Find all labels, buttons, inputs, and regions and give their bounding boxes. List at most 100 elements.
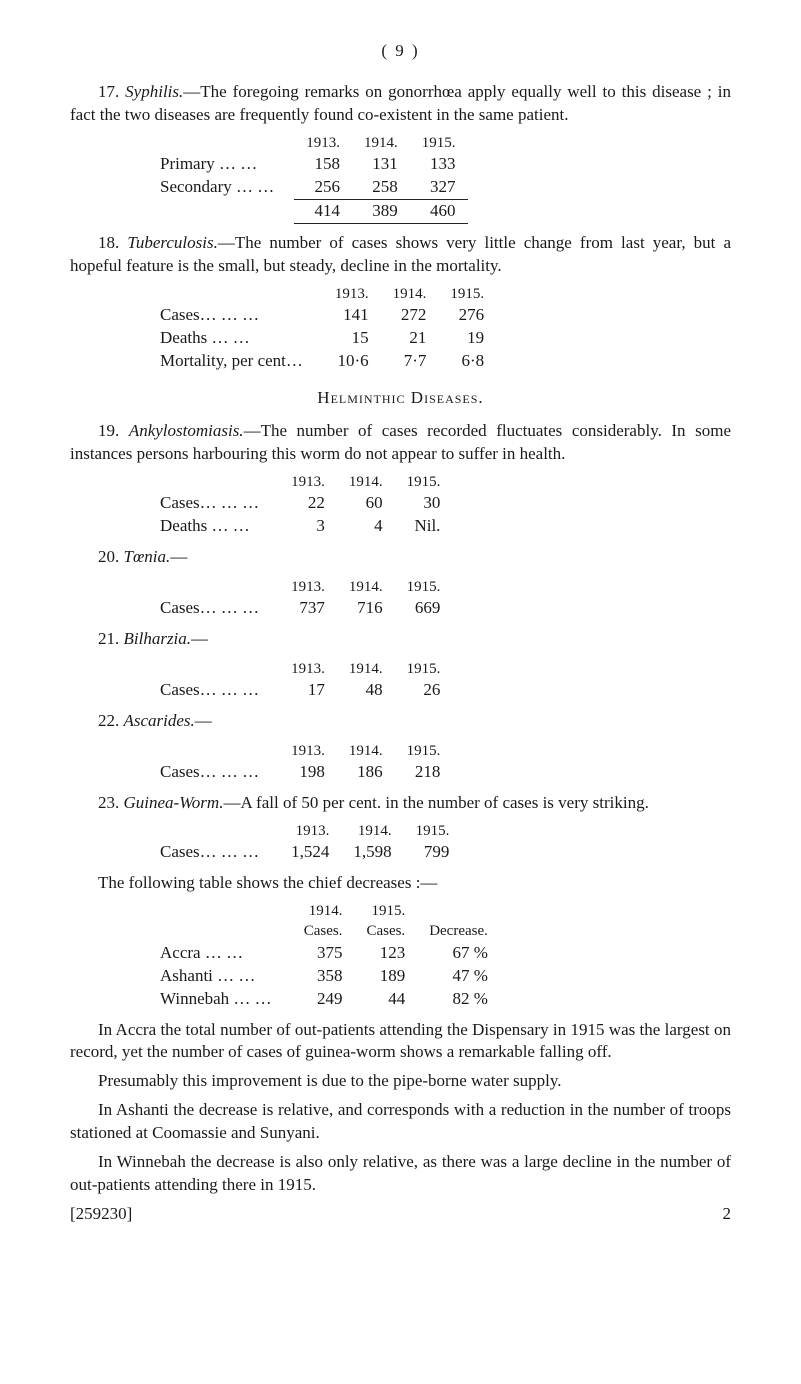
sec-title: Ascarides. (124, 711, 195, 730)
table-syphilis: 1913. 1914. 1915. Primary … … 158 131 13… (70, 133, 468, 224)
sec-title: Guinea-Worm. (124, 793, 224, 812)
cell: 21 (381, 327, 439, 350)
table-ankylostomiasis: 1913. 1914. 1915. Cases… … … 22 60 30 De… (70, 472, 452, 538)
cell: 737 (279, 597, 337, 620)
table-guinea-worm: 1913. 1914. 1915. Cases… … … 1,524 1,598… (70, 821, 461, 864)
year: 1915. (395, 741, 453, 761)
section-23: 23. Guinea-Worm.—A fall of 50 per cent. … (70, 792, 731, 815)
year: 1915. (404, 821, 462, 841)
row-label: Cases… … … (70, 841, 279, 864)
cell: 4 (337, 515, 395, 538)
year: 1913. (279, 741, 337, 761)
cell: 30 (395, 492, 453, 515)
section-21: 21. Bilharzia.— (70, 628, 731, 651)
cell: 17 (279, 679, 337, 702)
year: 1914. (337, 741, 395, 761)
sec-title: Ankylostomiasis. (129, 421, 244, 440)
col-sub: Decrease. (417, 921, 500, 941)
year: 1914. (341, 821, 403, 841)
table-bilharzia: 1913. 1914. 1915. Cases… … … 17 48 26 (70, 659, 452, 702)
para-ashanti: In Ashanti the decrease is relative, and… (70, 1099, 731, 1145)
section-17: 17. Syphilis.—The foregoing remarks on g… (70, 81, 731, 127)
section-22: 22. Ascarides.— (70, 710, 731, 733)
table-tuberculosis: 1913. 1914. 1915. Cases… … … 141 272 276… (70, 284, 496, 373)
total: 389 (352, 200, 410, 223)
sec-body: —A fall of 50 per cent. in the number of… (223, 793, 648, 812)
cell: 256 (294, 176, 352, 199)
total: 414 (294, 200, 352, 223)
cell: 716 (337, 597, 395, 620)
section-18: 18. Tuberculosis.—The number of cases sh… (70, 232, 731, 278)
cell: 10·6 (323, 350, 381, 373)
cell: 327 (410, 176, 468, 199)
cell: 48 (337, 679, 395, 702)
cell: 186 (337, 761, 395, 784)
folio-number: [259230] (70, 1203, 132, 1226)
cell: 47 % (417, 965, 500, 988)
cell: 26 (395, 679, 453, 702)
total: 460 (410, 200, 468, 223)
sec-num: 17. (98, 82, 125, 101)
signature-mark: 2 (723, 1203, 732, 1226)
row-label: Cases… … … (70, 492, 279, 515)
decrease-intro: The following table shows the chief decr… (70, 872, 731, 895)
row-label: Deaths … … (70, 515, 279, 538)
sec-num: 19. (98, 421, 129, 440)
cell: 22 (279, 492, 337, 515)
row-label: Cases… … … (70, 304, 323, 327)
cell: 60 (337, 492, 395, 515)
cell: Nil. (395, 515, 453, 538)
sec-title: Bilharzia. (124, 629, 192, 648)
cell: 218 (395, 761, 453, 784)
cell: 158 (294, 153, 352, 176)
year: 1915. (395, 472, 453, 492)
row-label: Secondary … … (70, 176, 294, 199)
cell: 6·8 (438, 350, 496, 373)
helminthic-heading: Helminthic Diseases. (70, 387, 731, 410)
sec-title: Tuberculosis. (127, 233, 218, 252)
cell: 799 (404, 841, 462, 864)
col-sub: Cases. (292, 921, 355, 941)
sec-num: 21. (98, 629, 124, 648)
cell: 44 (354, 988, 417, 1011)
table-ascarides: 1913. 1914. 1915. Cases… … … 198 186 218 (70, 741, 452, 784)
cell: 133 (410, 153, 468, 176)
sec-title: Tœnia. (124, 547, 171, 566)
cell: 67 % (417, 942, 500, 965)
year: 1913. (279, 577, 337, 597)
col-sub: Cases. (354, 921, 417, 941)
sec-num: 22. (98, 711, 124, 730)
year: 1913. (323, 284, 381, 304)
cell: 131 (352, 153, 410, 176)
sec-num: 18. (98, 233, 127, 252)
row-label: Deaths … … (70, 327, 323, 350)
year: 1915. (438, 284, 496, 304)
cell: 258 (352, 176, 410, 199)
cell: 669 (395, 597, 453, 620)
year: 1913. (279, 659, 337, 679)
row-label: Primary … … (70, 153, 294, 176)
cell: 276 (438, 304, 496, 327)
sec-suffix: — (195, 711, 212, 730)
col-year: 1915. (354, 901, 417, 921)
cell: 375 (292, 942, 355, 965)
section-19: 19. Ankylostomiasis.—The number of cases… (70, 420, 731, 466)
para-winnebah: In Winnebah the decrease is also only re… (70, 1151, 731, 1197)
cell: 3 (279, 515, 337, 538)
cell: 19 (438, 327, 496, 350)
sec-suffix: — (170, 547, 187, 566)
cell: 123 (354, 942, 417, 965)
cell: 82 % (417, 988, 500, 1011)
year: 1913. (279, 472, 337, 492)
sec-num: 20. (98, 547, 124, 566)
sec-suffix: — (191, 629, 208, 648)
sec-title: Syphilis. (125, 82, 183, 101)
cell: 15 (323, 327, 381, 350)
year: 1915. (395, 659, 453, 679)
year: 1913. (294, 133, 352, 153)
year: 1914. (337, 577, 395, 597)
year: 1914. (337, 472, 395, 492)
row-label: Ashanti … … (70, 965, 292, 988)
row-label: Accra … … (70, 942, 292, 965)
year: 1915. (395, 577, 453, 597)
